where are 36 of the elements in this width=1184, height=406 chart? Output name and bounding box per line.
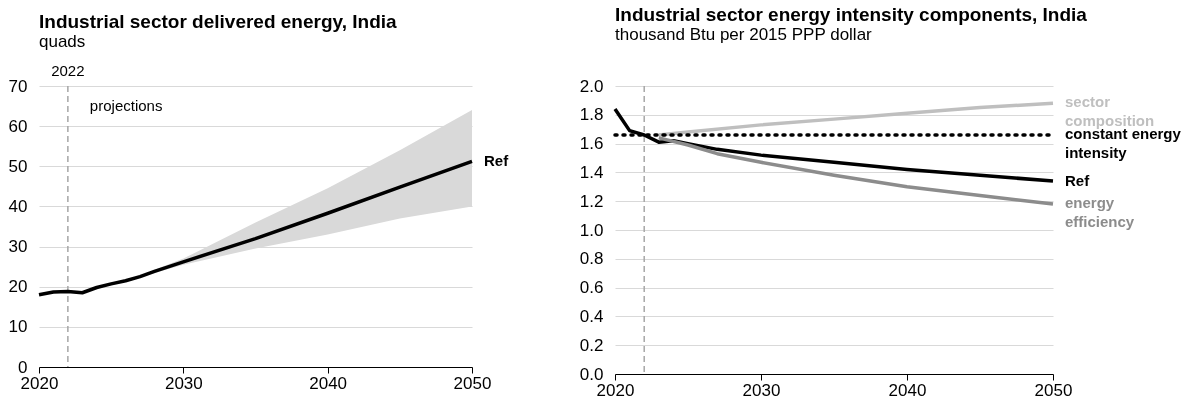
y-tick-label: 0.6 [579, 278, 604, 298]
series-label: Ref [484, 152, 510, 170]
x-tick-label: 2030 [164, 373, 203, 393]
x-tick-label: 2050 [1034, 380, 1073, 400]
series-label: Ref [1065, 172, 1091, 190]
x-tick-label: 2040 [309, 373, 348, 393]
y-tick-label: 1.2 [579, 191, 604, 211]
line-series [613, 107, 1055, 183]
y-tick-label: 20 [8, 277, 28, 297]
y-tick-label: 1.6 [579, 134, 604, 154]
x-tick-label: 2040 [888, 380, 927, 400]
y-tick-label: 50 [8, 156, 28, 176]
series-label: energy efficiency [1065, 194, 1135, 231]
x-tick-label: 2050 [453, 373, 492, 393]
y-tick-label: 40 [8, 196, 28, 216]
line-series [657, 136, 1055, 206]
y-tick-label: 10 [8, 317, 28, 337]
x-tick-label: 2030 [742, 380, 781, 400]
y-tick-label: 2.0 [579, 76, 604, 96]
ref-line-label: 2022 [51, 62, 85, 79]
y-tick-label: 60 [8, 116, 28, 136]
y-tick-label: 70 [8, 76, 28, 96]
y-tick-label: 1.0 [579, 220, 604, 240]
chart-subtitle: thousand Btu per 2015 PPP dollar [615, 25, 873, 44]
line-series [37, 159, 474, 297]
chart-subtitle: quads [39, 32, 86, 51]
annotation: projections [89, 97, 163, 114]
y-tick-label: 1.4 [579, 162, 604, 182]
y-tick-label: 30 [8, 237, 28, 257]
y-tick-label: 0.4 [579, 306, 604, 326]
y-tick-label: 0.2 [579, 335, 604, 355]
chart-title: Industrial sector energy intensity components, India [615, 4, 1088, 25]
chart-title: Industrial sector delivered energy, India [39, 11, 398, 32]
y-tick-label: 1.8 [579, 105, 604, 125]
line-series [657, 101, 1055, 137]
y-tick-label: 0.8 [579, 249, 604, 269]
